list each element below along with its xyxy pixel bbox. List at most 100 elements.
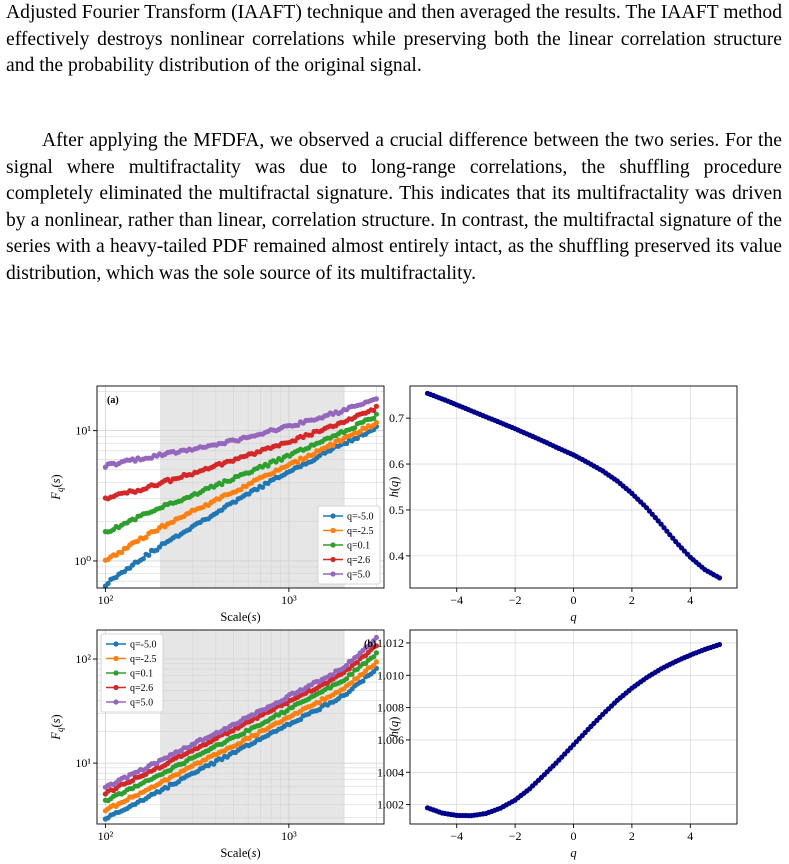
legend-marker [330, 513, 336, 519]
data-point [664, 528, 670, 534]
data-point [716, 641, 723, 648]
y-tick-label: 1.008 [377, 701, 404, 715]
series-q=-5.0 [102, 665, 379, 822]
x-tick-label: 4 [687, 829, 693, 843]
data-point [295, 422, 301, 428]
data-point [308, 432, 314, 438]
y-tick-label: 0.6 [389, 457, 404, 471]
data-point [354, 659, 360, 665]
data-point [140, 556, 146, 562]
legend-marker [113, 655, 119, 662]
data-point [346, 666, 352, 672]
data-point [344, 662, 350, 668]
data-point [295, 459, 301, 466]
axes-frame [96, 385, 385, 589]
data-point [330, 442, 336, 449]
figure: 10² 10³ 10⁰ 10¹ Scale(s) Fq(s) (a) q=-5.0 q=-2.5… [49, 385, 738, 860]
x-tick-label: −4 [450, 829, 463, 843]
series-q=-2.5 [102, 419, 379, 563]
data-point [124, 775, 130, 781]
data-point [373, 650, 379, 656]
x-tick-label: 10³ [281, 829, 297, 843]
data-point [344, 676, 350, 682]
series-hq [424, 390, 723, 581]
data-point [119, 549, 125, 556]
chart-panel-b-hurst: −4 −2 0 2 4 1.002 1.004 1.006 1.008 1.010 1.012 q h(… [377, 629, 738, 860]
y-tick-label: 0.5 [389, 503, 404, 517]
data-point [373, 634, 379, 641]
x-axis-label: Scale(s) [220, 610, 260, 624]
legend-label: q=-5.0 [130, 640, 156, 651]
data-point [211, 761, 217, 767]
legend-label: q=5.0 [347, 570, 370, 581]
y-tick-label: 0.4 [389, 549, 404, 563]
data-point [265, 463, 271, 469]
legend-marker [330, 542, 336, 548]
data-point [649, 511, 655, 517]
chart-panel-a-fluctuation: 10² 10³ 10⁰ 10¹ Scale(s) Fq(s) (a) q=-5.0 q=-2.5… [49, 385, 385, 624]
data-point [254, 732, 260, 738]
panel-label: (b) [364, 639, 376, 650]
data-point [316, 700, 323, 706]
x-tick-label: 10² [98, 593, 114, 607]
series-hq [424, 641, 723, 819]
y-tick-label: 10⁰ [74, 554, 91, 568]
data-point [373, 643, 379, 649]
legend-label: q=0.1 [130, 669, 153, 680]
legend-label: q=-2.5 [130, 654, 156, 665]
x-tick-label: 0 [571, 829, 577, 843]
legend: q=-5.0 q=-2.5 q=0.1 q=2.6 q=5.0 [317, 505, 381, 585]
data-point [330, 672, 336, 678]
x-axis-label: Scale(s) [220, 846, 260, 860]
data-point [373, 659, 379, 665]
y-tick-label: 1.012 [377, 636, 404, 650]
y-axis-label: Fq(s) [49, 474, 65, 500]
data-point [661, 525, 667, 531]
x-tick-label: 4 [687, 593, 693, 607]
x-axis-label: q [570, 846, 576, 860]
data-point [219, 481, 225, 488]
legend-label: q=2.6 [130, 683, 153, 694]
data-point [371, 662, 377, 668]
y-axis-label: h(q) [387, 477, 401, 498]
data-point [354, 435, 360, 441]
legend-label: q=2.6 [347, 555, 370, 566]
series-q=0.1 [102, 650, 379, 804]
x-tick-label: −4 [450, 593, 463, 607]
data-point [357, 429, 363, 435]
legend-box [317, 505, 381, 585]
legend-marker [330, 556, 336, 563]
data-point [241, 731, 247, 737]
data-point [373, 396, 379, 402]
data-point [316, 707, 323, 713]
data-point [371, 407, 377, 414]
y-tick-label: 1.010 [377, 668, 404, 682]
x-axis-label: q [570, 610, 576, 624]
y-tick-label: 10¹ [75, 756, 91, 770]
data-point [667, 532, 673, 538]
y-axis-label: h(q) [387, 717, 401, 738]
legend-marker [113, 670, 119, 676]
data-point [105, 580, 111, 587]
data-point [349, 671, 355, 677]
data-point [371, 415, 377, 421]
gridlines [410, 630, 737, 824]
paragraph-2: After applying the MFDFA, we observed a … [6, 130, 782, 284]
data-point [670, 535, 676, 541]
legend-marker [113, 641, 119, 647]
legend-marker [113, 684, 119, 691]
series-q=-5.0 [102, 423, 379, 589]
series-q=-2.5 [102, 659, 379, 814]
legend-label: q=5.0 [130, 698, 153, 709]
y-tick-label: 10² [75, 652, 91, 666]
gridlines [410, 386, 737, 588]
legend-label: q=-2.5 [347, 526, 373, 537]
x-tick-label: −2 [509, 829, 522, 843]
data-point [311, 451, 317, 457]
legend-box [100, 633, 164, 713]
y-tick-label: 1.002 [377, 798, 404, 812]
data-point [146, 552, 152, 558]
legend-label: q=0.1 [347, 541, 370, 552]
legend-marker [330, 527, 336, 534]
series-q=5.0 [102, 396, 379, 470]
